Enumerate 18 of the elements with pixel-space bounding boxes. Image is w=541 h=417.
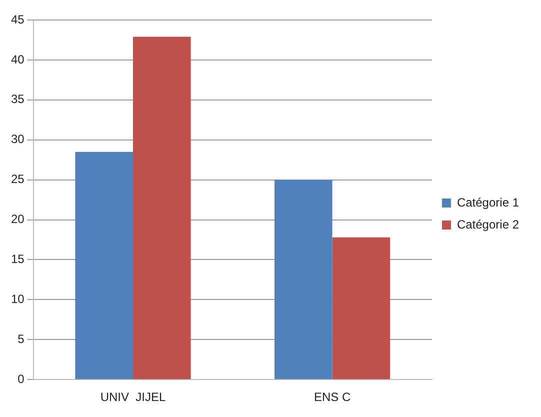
y-tick-label: 20 [10,212,25,226]
bar [274,180,332,380]
legend-label: Catégorie 2 [456,217,520,232]
y-tick-label: 30 [10,132,25,146]
y-tick-label: 45 [10,12,25,26]
y-tick-label: 10 [10,292,25,306]
bar [75,152,133,380]
legend-label: Catégorie 1 [456,195,520,210]
y-tick-label: 0 [18,372,25,386]
y-tick-label: 35 [10,92,25,106]
y-tick-label: 25 [10,172,25,186]
y-tick-label: 5 [18,332,25,346]
bar [332,237,390,380]
bar [133,36,191,380]
x-tick-label: UNIV JIJEL [100,390,166,404]
y-tick-label: 40 [10,52,25,66]
x-tick-label: ENS C [314,390,351,404]
y-tick-label: 15 [10,252,25,266]
